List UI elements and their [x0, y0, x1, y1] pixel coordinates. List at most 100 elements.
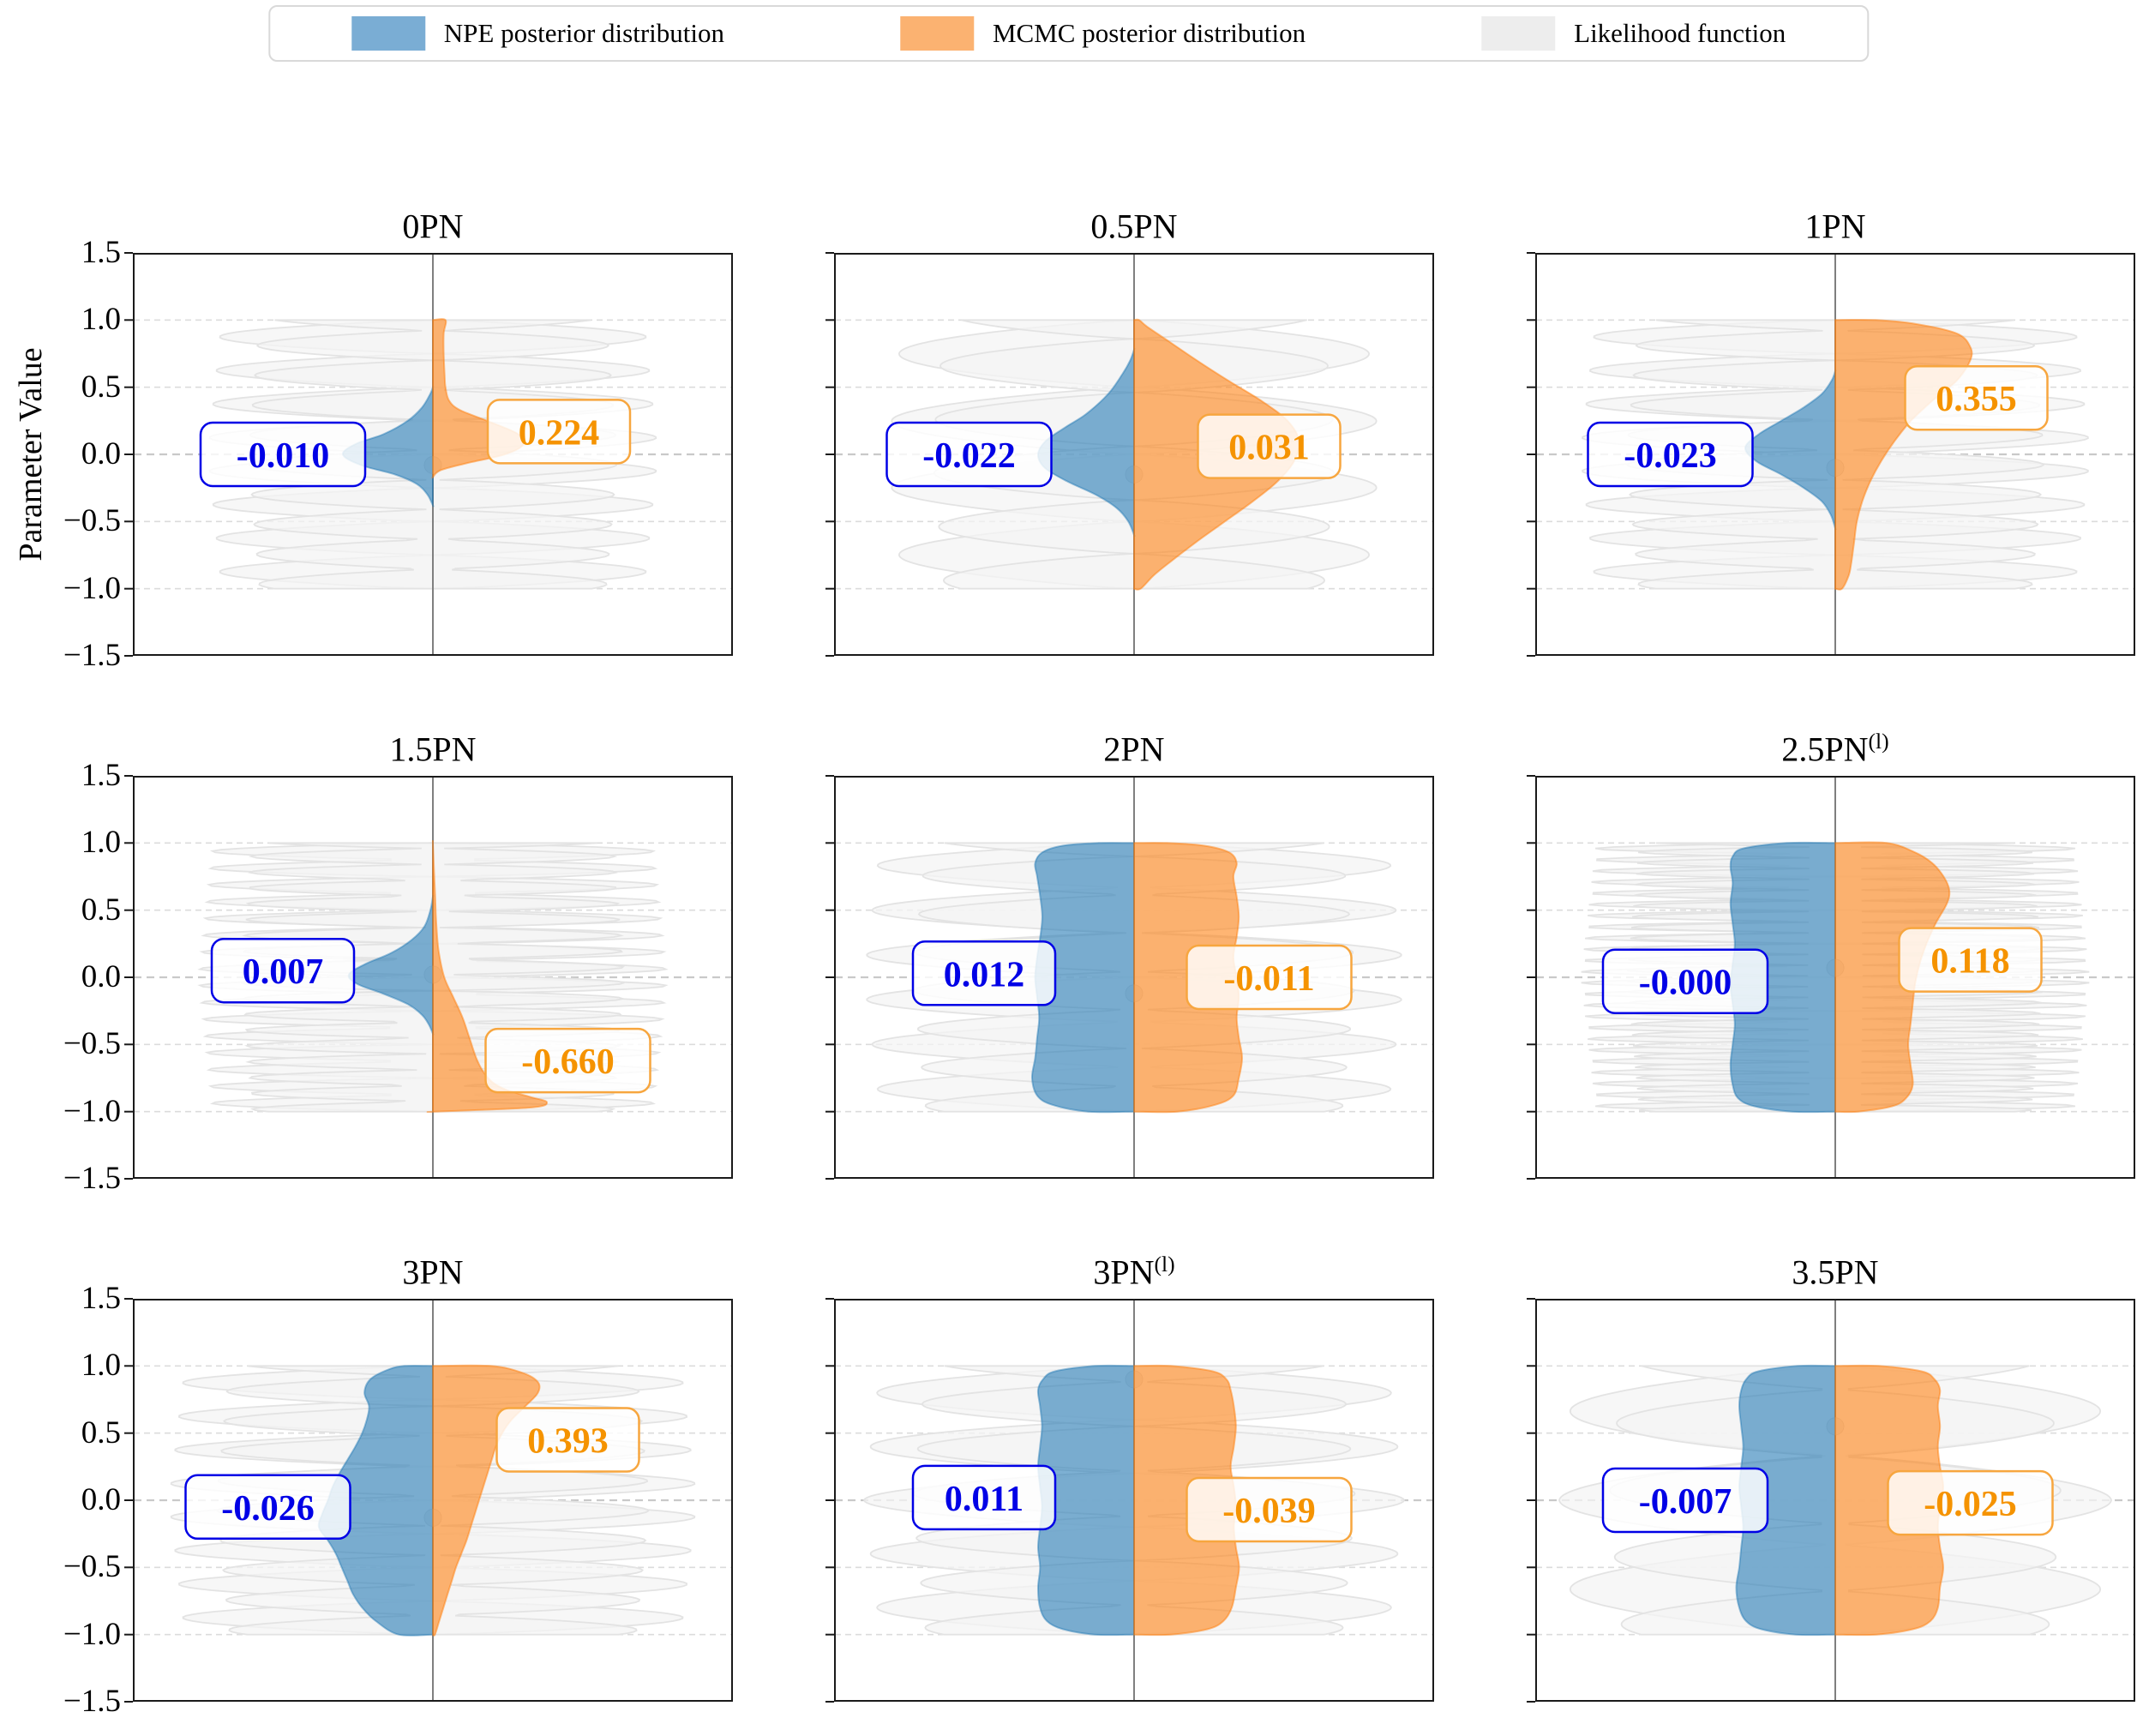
subplot-2pn: 2PN 0.012 -0.011: [825, 730, 1434, 1180]
plot-area: 0.012 -0.011: [825, 775, 1434, 1180]
plot-area: -0.026 0.393: [124, 1298, 733, 1703]
npe-annotation: -0.010: [199, 421, 367, 488]
mcmc-annotation-box: [486, 399, 632, 465]
npe-annotation-value: -0.023: [1624, 436, 1717, 476]
npe-annotation-box: [184, 1474, 351, 1541]
subplot-3pn: 3PN 1.5 1.0 0.5 0.0 −0.5 −1.0 −1.5 -0.026 0.393: [63, 1252, 733, 1719]
y-tick-label: 0.0: [81, 1482, 121, 1517]
subplot-title-text: 2.5PN: [1781, 730, 1869, 769]
legend-item-likelihood: Likelihood function: [1481, 16, 1786, 51]
mcmc-annotation-box: [1197, 413, 1342, 479]
npe-annotation-box: [199, 421, 367, 488]
mcmc-violin: [432, 1364, 541, 1637]
subplot-title: 1.5PN: [133, 719, 733, 768]
y-tick-label: 0.0: [81, 959, 121, 994]
y-tick-label: 0.5: [81, 892, 121, 928]
y-tick-label: −1.5: [63, 1684, 121, 1719]
subplot-title-text: 3.5PN: [1792, 1252, 1879, 1292]
plot-area: 0.011 -0.039: [825, 1298, 1434, 1703]
y-tick-label: −1.5: [63, 638, 121, 673]
mcmc-annotation-value: 0.393: [527, 1422, 609, 1462]
subplot-0-5pn: 0.5PN -0.022 0.031: [825, 207, 1434, 657]
mcmc-annotation-box: [484, 1027, 651, 1094]
y-tick-label: 0.5: [81, 369, 121, 405]
subplot-title: 2.5PN(l): [1535, 719, 2135, 768]
y-tick-label: 1.0: [81, 302, 121, 338]
subplot-title: 3PN(l): [834, 1242, 1434, 1291]
mcmc-annotation: 0.393: [495, 1407, 640, 1473]
plot-area: -0.007 -0.025: [1527, 1298, 2135, 1703]
axes-frame: [133, 776, 733, 1179]
mcmc-annotation-box: [1186, 944, 1353, 1011]
npe-annotation: 0.011: [911, 1464, 1057, 1531]
y-tick-label: 0.5: [81, 1415, 121, 1451]
legend-item-mcmc: MCMC posterior distribution: [899, 16, 1306, 51]
mcmc-annotation-box: [1186, 1476, 1353, 1543]
npe-annotation-value: 0.007: [243, 952, 324, 992]
npe-annotation: -0.000: [1601, 948, 1769, 1014]
y-tick-label: −1.0: [63, 1093, 121, 1129]
npe-annotation-box: [1587, 421, 1754, 488]
y-tick-label: −1.0: [63, 570, 121, 606]
axes-frame: [1535, 1299, 2135, 1702]
mcmc-annotation: -0.039: [1186, 1476, 1353, 1543]
mcmc-annotation-value: -0.039: [1222, 1492, 1316, 1531]
mcmc-annotation-box: [495, 1407, 640, 1473]
mcmc-violin: [426, 840, 549, 1114]
mcmc-annotation: 0.224: [486, 399, 632, 465]
mcmc-annotation-value: 0.031: [1228, 429, 1310, 468]
subplot-title-text: 0.5PN: [1090, 207, 1178, 246]
axes-frame: [834, 1299, 1434, 1702]
npe-annotation-box: [911, 1464, 1057, 1531]
subplot-title-text: 2PN: [1103, 730, 1165, 769]
y-tick-label: −0.5: [63, 503, 121, 539]
subplot-title: 1PN: [1535, 196, 2135, 245]
plot-area: 0.007 -0.660: [124, 775, 733, 1180]
legend: NPE posterior distribution MCMC posterior…: [267, 5, 1870, 62]
y-tick-label: −1.0: [63, 1616, 121, 1652]
subplot-2-5pn-l: 2.5PN(l) -0.000 0.118: [1527, 729, 2135, 1180]
subplot-title-text: 0PN: [402, 207, 464, 246]
npe-annotation-value: -0.026: [221, 1489, 315, 1529]
subplot-title: 0.5PN: [834, 196, 1434, 245]
mcmc-annotation: 0.118: [1898, 927, 2043, 993]
axes-frame: [1535, 253, 2135, 656]
y-tick-label: 1.5: [81, 758, 121, 793]
subplot-title-superscript: (l): [1154, 1252, 1175, 1276]
subplot-0pn: 0PN 1.5 1.0 0.5 0.0 −0.5 −1.0 −1.5 -0.010 0.224: [63, 207, 733, 673]
npe-annotation-value: -0.022: [922, 436, 1016, 476]
npe-annotation: -0.026: [184, 1474, 351, 1541]
subplot-3-5pn: 3.5PN -0.007 -0.025: [1527, 1252, 2135, 1703]
npe-annotation-value: -0.010: [237, 436, 330, 476]
npe-annotation-box: [885, 421, 1053, 488]
mcmc-annotation: -0.011: [1186, 944, 1353, 1011]
subplot-title-text: 1.5PN: [389, 730, 477, 769]
subplot-title-text: 3PN: [1093, 1252, 1155, 1292]
npe-legend-swatch-icon: [351, 16, 425, 51]
subplot-title: 0PN: [133, 196, 733, 245]
mcmc-annotation-value: 0.118: [1930, 942, 2009, 982]
mcmc-annotation: -0.660: [484, 1027, 651, 1094]
y-tick-label: 1.0: [81, 1348, 121, 1384]
mcmc-annotation: 0.355: [1904, 364, 2049, 431]
npe-annotation-box: [1601, 1467, 1769, 1534]
npe-annotation: 0.007: [210, 937, 356, 1004]
plot-area: -0.023 0.355: [1527, 252, 2135, 657]
subplot-title-text: 1PN: [1804, 207, 1866, 246]
npe-annotation-value: 0.011: [945, 1480, 1023, 1519]
mcmc-annotation-value: -0.011: [1223, 959, 1314, 999]
mcmc-annotation-value: -0.660: [521, 1042, 615, 1082]
plot-area: -0.000 0.118: [1527, 775, 2135, 1180]
mcmc-annotation-box: [1887, 1469, 2054, 1536]
subplot-title: 3.5PN: [1535, 1242, 2135, 1291]
mcmc-annotation-value: 0.355: [1936, 380, 2017, 419]
npe-annotation: -0.022: [885, 421, 1053, 488]
plot-area: -0.022 0.031: [825, 252, 1434, 657]
y-tick-label: 1.0: [81, 825, 121, 861]
legend-label-mcmc: MCMC posterior distribution: [992, 18, 1306, 48]
y-tick-label: 1.5: [81, 235, 121, 270]
mcmc-annotation-value: -0.025: [1924, 1485, 2017, 1524]
npe-annotation-value: -0.000: [1639, 964, 1732, 1003]
axes-frame: [133, 253, 733, 656]
